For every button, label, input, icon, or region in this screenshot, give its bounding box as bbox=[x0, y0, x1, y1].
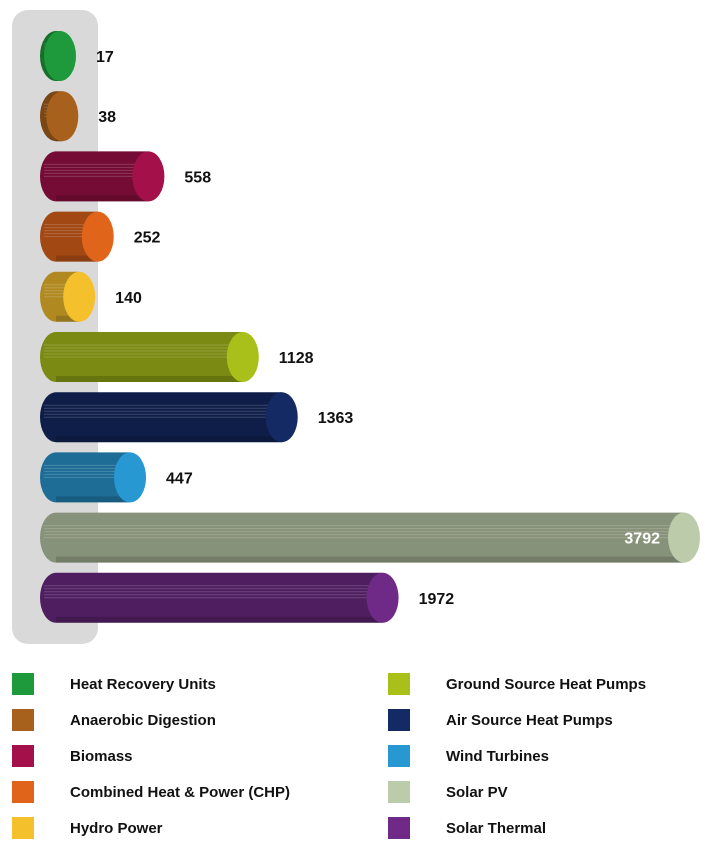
bar-value-label: 3792 bbox=[624, 531, 660, 548]
legend-label: Air Source Heat Pumps bbox=[446, 711, 613, 729]
legend-swatch bbox=[388, 781, 410, 803]
bar-body bbox=[40, 151, 149, 202]
bar-cap bbox=[46, 91, 79, 142]
legend-label: Wind Turbines bbox=[446, 747, 549, 765]
bar-cap bbox=[366, 572, 399, 623]
bar-cap bbox=[668, 512, 700, 563]
legend-label: Biomass bbox=[70, 747, 133, 765]
bar-body bbox=[40, 512, 684, 563]
legend-swatch bbox=[12, 781, 34, 803]
bar-shadow bbox=[56, 496, 131, 503]
legend-swatch bbox=[388, 817, 410, 839]
bar-heat-recovery-units bbox=[40, 31, 76, 81]
legend-swatch bbox=[388, 709, 410, 731]
bar-chart: 17 38 558 252 140 1128 1363 447 3792 1972 bbox=[12, 10, 700, 644]
bar-shadow bbox=[56, 376, 243, 382]
legend-item-hydro-power: Hydro Power bbox=[12, 810, 163, 846]
legend-swatch bbox=[12, 817, 34, 839]
legend-swatch bbox=[12, 745, 34, 767]
bar-cap bbox=[114, 452, 147, 503]
bar-value-label: 252 bbox=[134, 230, 161, 247]
bar-value-label: 17 bbox=[96, 49, 114, 66]
bar-value-label: 558 bbox=[184, 169, 211, 186]
bar-cap bbox=[81, 211, 114, 262]
bar-cap bbox=[63, 271, 96, 322]
bar-shadow bbox=[56, 255, 98, 262]
bar-solar-thermal bbox=[40, 572, 399, 623]
legend-item-wind-turbines: Wind Turbines bbox=[388, 738, 549, 774]
legend-swatch bbox=[12, 709, 34, 731]
legend-swatch bbox=[388, 745, 410, 767]
legend-item-anaerobic-digestion: Anaerobic Digestion bbox=[12, 702, 216, 738]
bar-hydro-power bbox=[40, 271, 96, 322]
bar-body bbox=[40, 572, 383, 623]
bar-body bbox=[40, 452, 131, 503]
bar-value-label: 447 bbox=[166, 470, 193, 487]
bar-body bbox=[40, 211, 98, 262]
bar-value-label: 1363 bbox=[318, 410, 354, 427]
bar-shadow bbox=[56, 616, 383, 623]
bar-solar-pv bbox=[40, 512, 700, 563]
legend-item-solar-thermal: Solar Thermal bbox=[388, 810, 546, 846]
bar-value-label: 1972 bbox=[419, 591, 455, 608]
legend-swatch bbox=[388, 673, 410, 695]
bar-body bbox=[40, 332, 243, 382]
bar-biomass bbox=[40, 151, 165, 202]
bar-wind-turbines bbox=[40, 452, 147, 503]
legend-label: Combined Heat & Power (CHP) bbox=[70, 783, 291, 801]
legend-item-air-source-heat-pumps: Air Source Heat Pumps bbox=[388, 702, 613, 738]
legend-swatch bbox=[12, 673, 34, 695]
bar-shadow bbox=[56, 556, 684, 563]
bar-ground-source-heat-pumps bbox=[40, 332, 259, 382]
legend-item-solar-pv: Solar PV bbox=[388, 774, 508, 810]
bar-cap bbox=[132, 151, 165, 202]
legend-label: Ground Source Heat Pumps bbox=[446, 675, 647, 693]
legend: Heat Recovery Units Anaerobic Digestion … bbox=[0, 660, 705, 843]
bar-value-label: 1128 bbox=[279, 350, 314, 367]
bar-value-label: 140 bbox=[115, 290, 142, 307]
legend-label: Solar Thermal bbox=[446, 819, 547, 837]
legend-label: Hydro Power bbox=[70, 819, 163, 837]
bar-cap bbox=[265, 392, 298, 443]
bar-shadow bbox=[56, 195, 149, 202]
bar-air-source-heat-pumps bbox=[40, 392, 298, 443]
bar-body bbox=[40, 392, 282, 443]
legend-item-heat-recovery-units: Heat Recovery Units bbox=[12, 666, 216, 702]
legend-label: Solar PV bbox=[446, 783, 508, 801]
legend-label: Anaerobic Digestion bbox=[70, 711, 216, 729]
bar-value-label: 38 bbox=[98, 109, 116, 126]
legend-item-biomass: Biomass bbox=[12, 738, 133, 774]
legend-label: Heat Recovery Units bbox=[70, 675, 216, 693]
bar-combined-heat-power-chp bbox=[40, 211, 114, 262]
legend-item-chp: Combined Heat & Power (CHP) bbox=[12, 774, 290, 810]
bar-anaerobic-digestion bbox=[40, 91, 79, 142]
bars-layer: 17 38 558 252 140 1128 1363 447 3792 1972 bbox=[40, 31, 700, 623]
bar-shadow bbox=[56, 436, 282, 443]
bar-cap bbox=[44, 31, 76, 81]
legend-item-ground-source-heat-pumps: Ground Source Heat Pumps bbox=[388, 666, 646, 702]
bar-cap bbox=[226, 332, 259, 382]
